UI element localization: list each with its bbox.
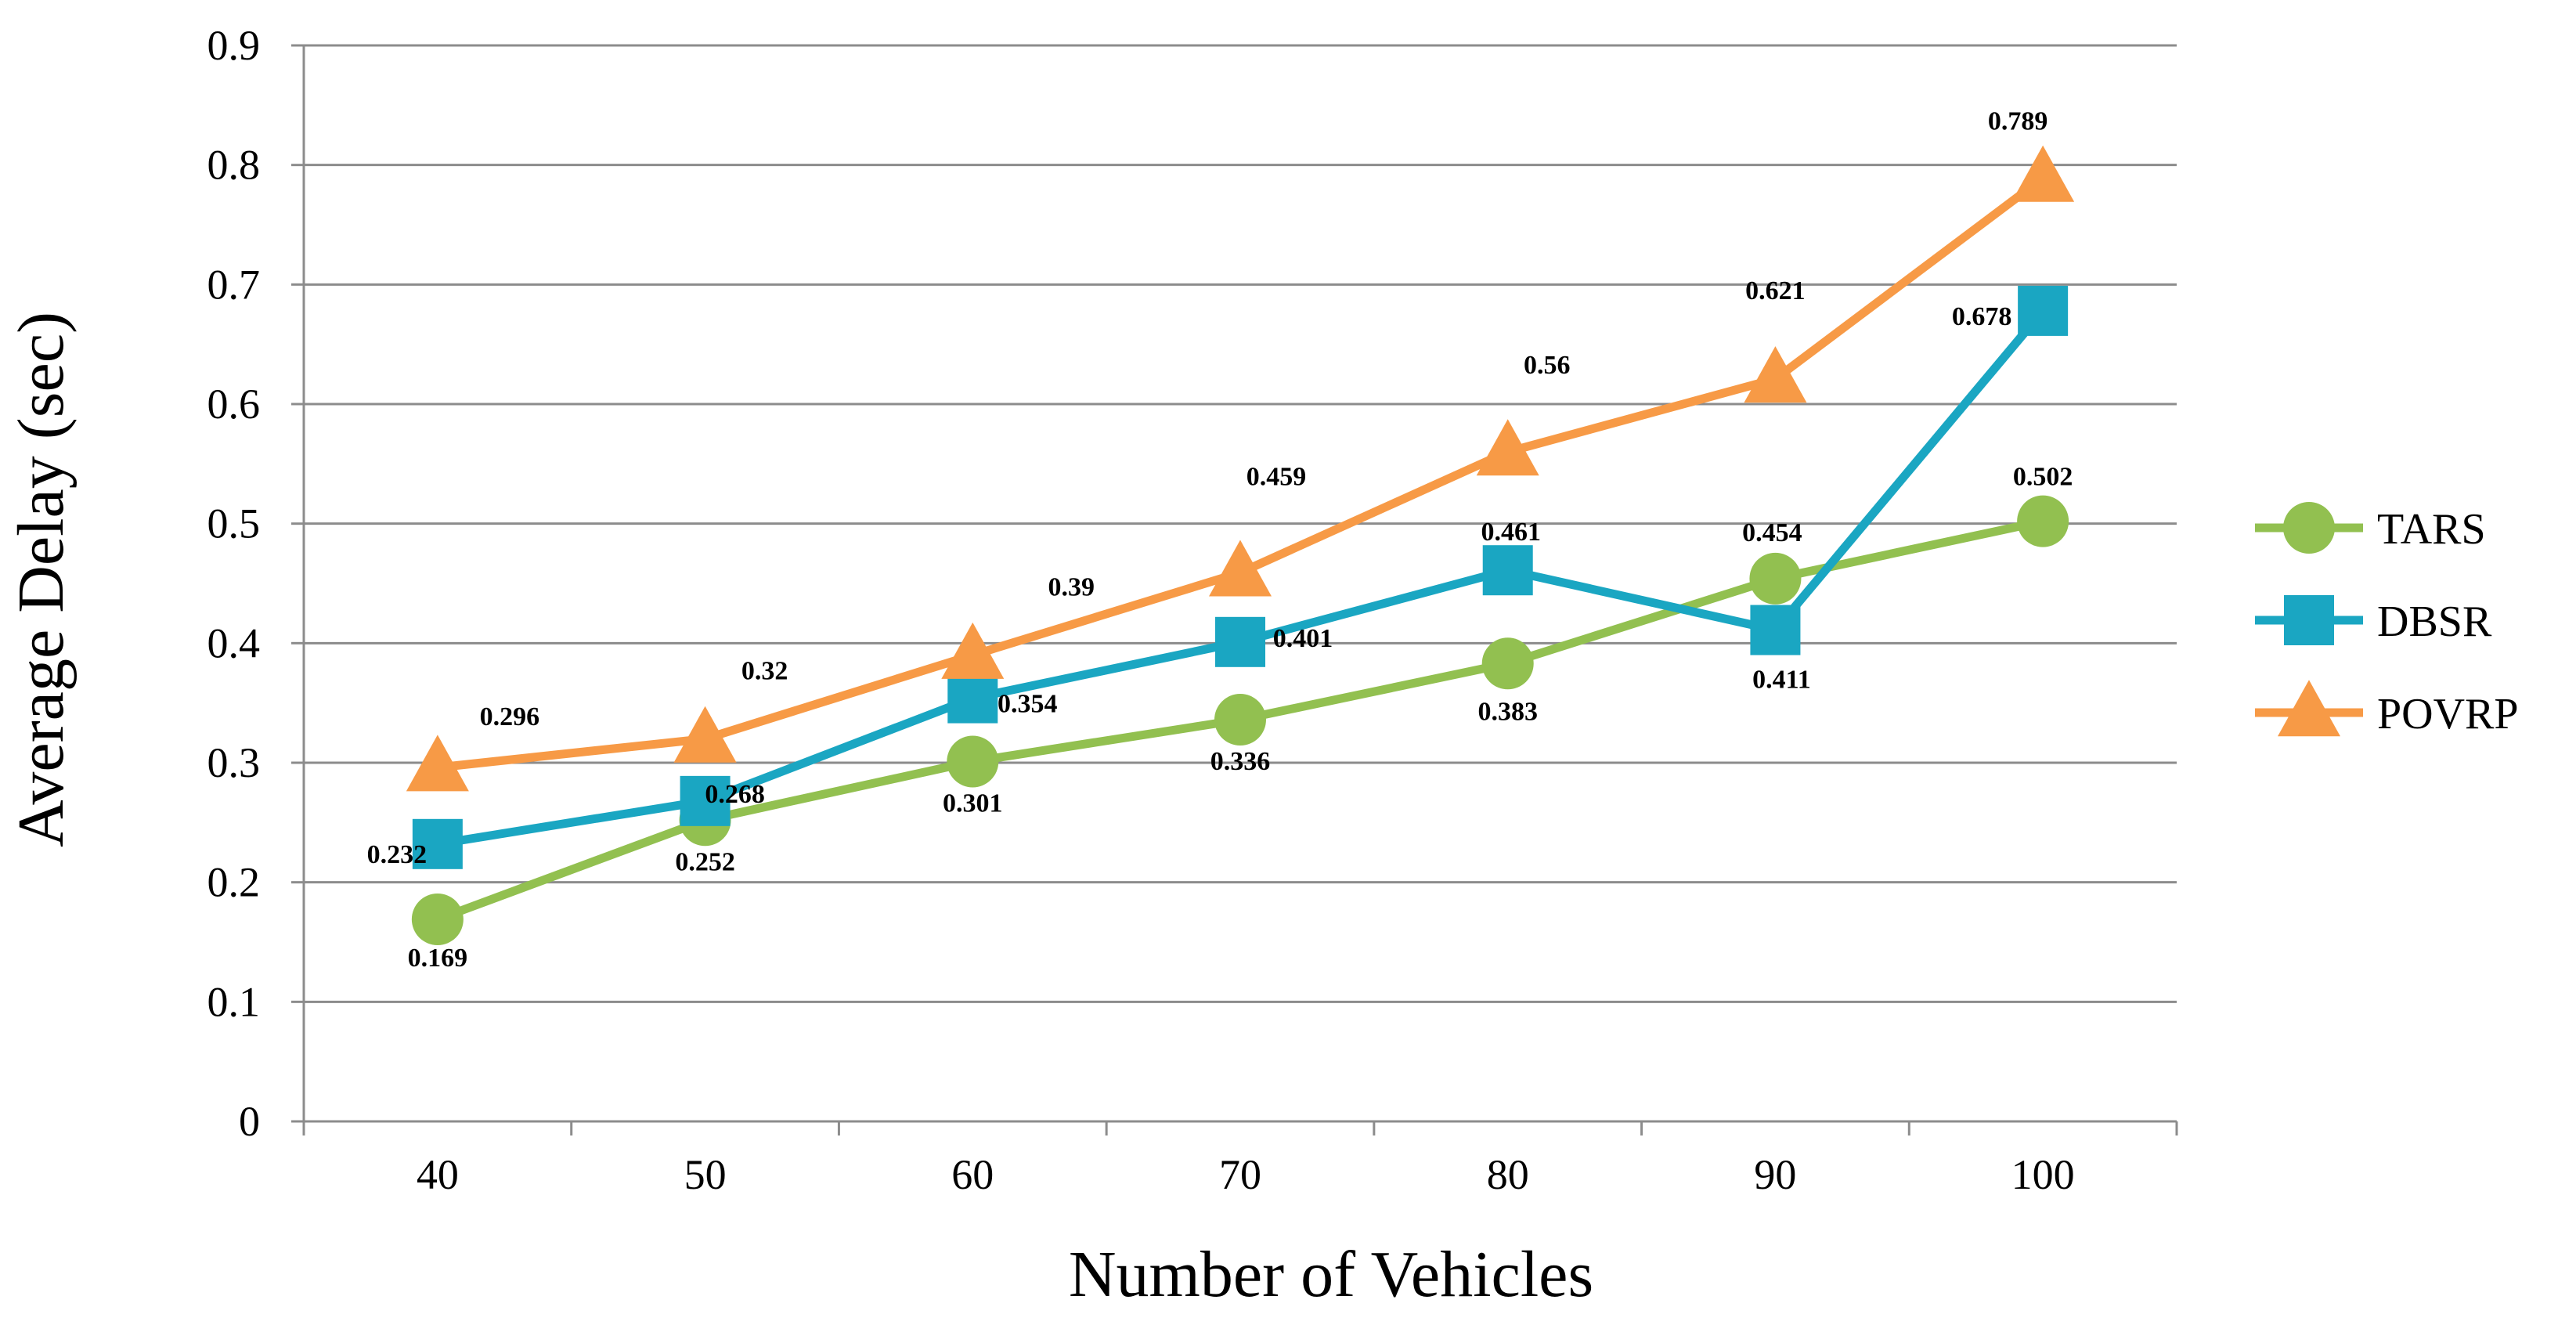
y-tick-label: 0.6 [207,381,261,428]
point-povrp-70 [1209,540,1272,597]
gridlines [304,44,2177,1003]
y-tick-label: 0.5 [207,500,261,547]
point-povrp-80 [1476,419,1539,476]
x-axis-title: Number of Vehicles [1069,1238,1593,1311]
point-dbsr-40 [412,818,463,869]
x-tick-label: 50 [684,1151,727,1198]
data-label-tars-100: 0.502 [2013,463,2073,492]
axes: 0 0.1 0.2 0.3 0.4 0.5 0.6 0.7 0.8 0.9 40 50 60 70 80 90… [207,22,2178,1198]
point-dbsr-80 [1482,545,1533,596]
y-tick-label: 0.2 [207,859,261,906]
data-label-tars-80: 0.383 [1477,697,1538,726]
y-tick-label: 0.7 [207,261,261,308]
point-tars-40 [411,893,464,945]
series-povrp [406,145,2075,792]
data-label-dbsr-60: 0.354 [998,690,1058,719]
x-tick-label: 90 [1754,1151,1796,1198]
point-povrp-50 [673,706,737,763]
y-tick-label: 0.1 [207,978,261,1025]
point-povrp-90 [1744,346,1807,403]
series-dbsr [412,285,2069,869]
legend-item-povrp: POVRP [2255,680,2519,738]
x-tick-label: 40 [417,1151,459,1198]
data-label-dbsr-70: 0.401 [1273,624,1333,653]
data-label-povrp-70: 0.459 [1247,462,1307,491]
data-label-povrp-40: 0.296 [480,702,540,731]
data-label-povrp-90: 0.621 [1745,276,1806,305]
data-label-povrp-60: 0.39 [1048,573,1095,602]
x-tick-label: 60 [951,1151,994,1198]
point-dbsr-50 [680,775,731,826]
point-dbsr-70 [1215,616,1265,667]
point-tars-90 [1749,552,1802,605]
y-tick-label: 0.4 [207,619,261,666]
point-dbsr-60 [947,673,998,724]
legend-marker-povrp [2278,680,2340,737]
point-tars-100 [2017,495,2069,547]
point-tars-80 [1481,637,1534,690]
point-tars-60 [947,735,999,788]
data-labels: 0.169 0.252 0.301 0.336 0.383 0.454 0.502 0.232… [367,107,2073,973]
x-tick-label: 100 [2011,1151,2075,1198]
y-tick-label: 0 [239,1098,260,1145]
data-label-dbsr-90: 0.411 [1752,666,1811,695]
data-label-tars-60: 0.301 [943,789,1003,818]
point-povrp-100 [2011,145,2075,202]
y-axis-title: Average Delay (sec) [5,312,78,847]
point-povrp-60 [941,622,1005,679]
y-tick-label: 0.3 [207,739,261,786]
legend-item-tars: TARS [2255,502,2486,554]
data-label-tars-70: 0.336 [1210,747,1271,776]
data-label-tars-90: 0.454 [1742,518,1802,547]
data-label-dbsr-50: 0.268 [705,780,765,809]
data-label-tars-50: 0.252 [675,847,735,876]
point-dbsr-90 [1750,605,1801,655]
data-label-povrp-80: 0.56 [1524,351,1571,380]
legend-label-povrp: POVRP [2377,690,2519,738]
legend-item-dbsr: DBSR [2255,595,2492,646]
x-tick-label: 80 [1487,1151,1529,1198]
point-tars-70 [1214,694,1266,746]
legend-label-dbsr: DBSR [2377,598,2492,646]
data-label-povrp-100: 0.789 [1988,107,2048,135]
legend-label-tars: TARS [2377,505,2486,554]
point-dbsr-100 [2018,285,2069,336]
data-label-povrp-50: 0.32 [741,656,788,685]
y-tick-label: 0.8 [207,142,261,189]
point-povrp-40 [406,735,469,792]
data-label-dbsr-80: 0.461 [1481,518,1541,547]
legend: TARS DBSR POVRP [2255,502,2519,738]
data-label-dbsr-40: 0.232 [367,840,428,869]
series-lines [406,145,2075,945]
y-tick-label: 0.9 [207,22,261,69]
legend-marker-tars [2283,502,2335,554]
legend-marker-dbsr [2284,595,2334,645]
x-tick-label: 70 [1219,1151,1261,1198]
data-label-tars-40: 0.169 [408,944,468,973]
data-label-dbsr-100: 0.678 [1952,302,2012,331]
